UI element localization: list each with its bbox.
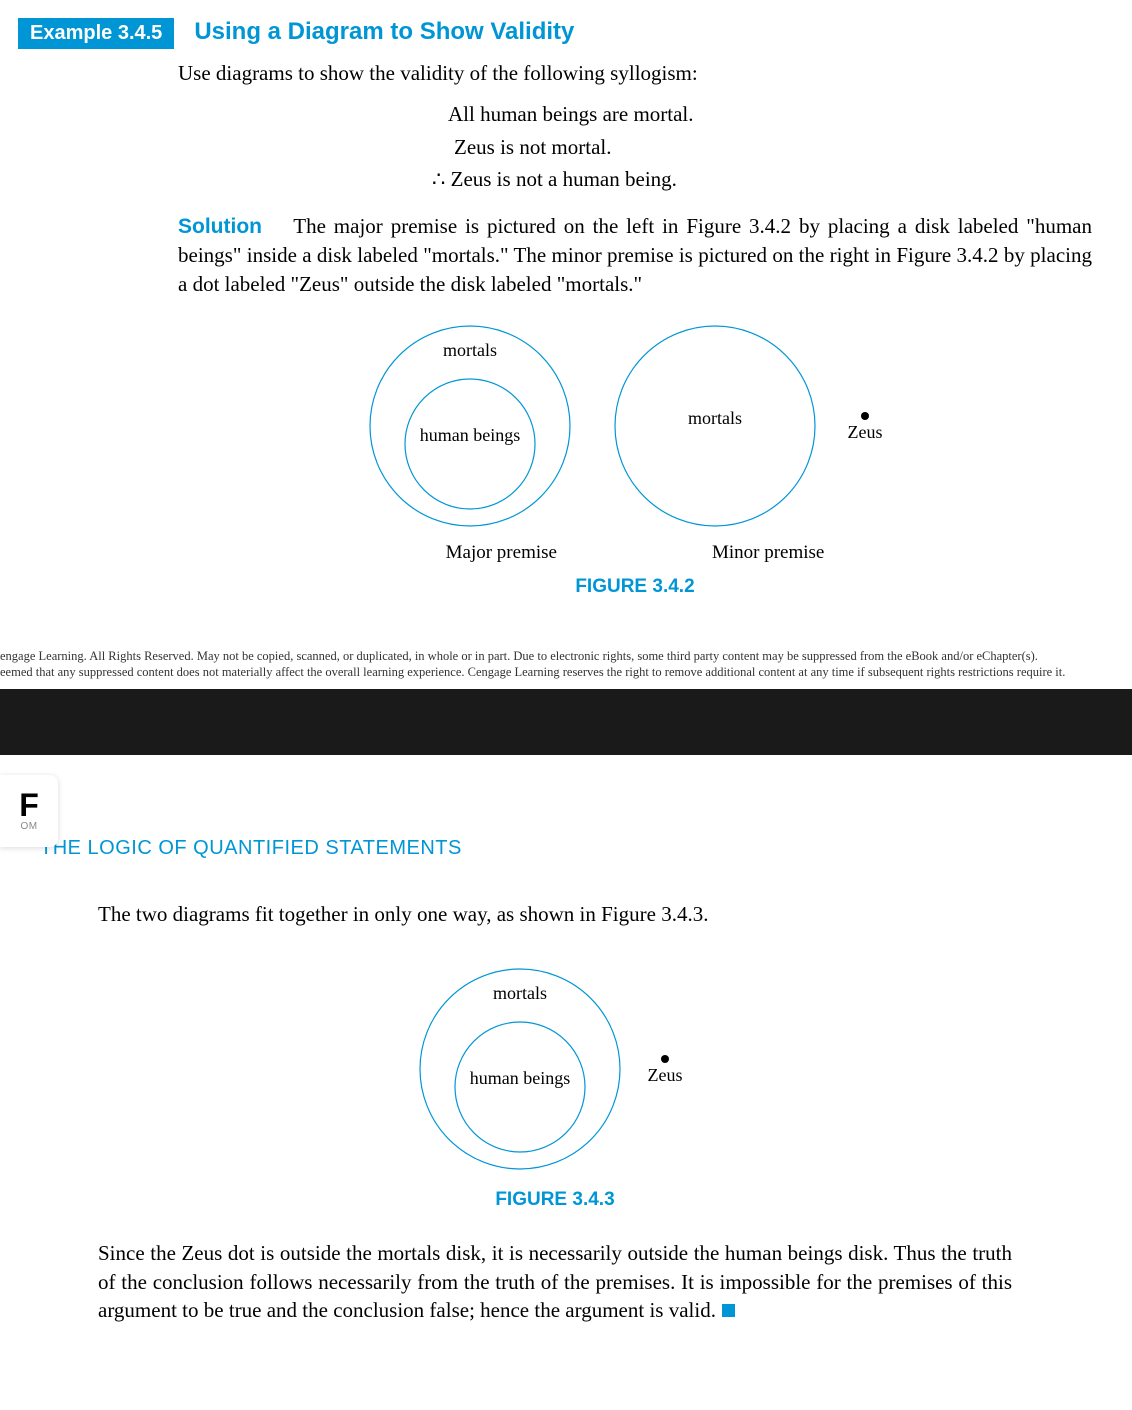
syllogism-line-1: All human beings are mortal. [448,98,1092,131]
page-divider-bar [0,689,1132,755]
pdf-badge: F OM [0,775,58,847]
figure-342-svg: mortals human beings mortals Zeus [355,316,915,536]
figure-342: mortals human beings mortals Zeus Major pre… [178,316,1092,598]
lower-text-2: Since the Zeus dot is outside the mortal… [98,1239,1012,1326]
copyright-block: engage Learning. All Rights Reserved. Ma… [0,608,1132,689]
end-of-proof-icon [722,1304,735,1317]
svg-text:human beings: human beings [470,1068,571,1088]
example-badge: Example 3.4.5 [18,18,174,49]
figure-342-caption: FIGURE 3.4.2 [178,576,1092,598]
solution-body: The major premise is pictured on the lef… [178,214,1092,296]
svg-text:mortals: mortals [688,408,742,428]
copyright-line-1: engage Learning. All Rights Reserved. Ma… [0,648,1122,664]
example-title: Using a Diagram to Show Validity [194,18,574,46]
lower-text-1: The two diagrams fit together in only on… [98,900,1012,929]
intro-text: Use diagrams to show the validity of the… [178,59,1092,88]
copyright-line-2: eemed that any suppressed content does n… [0,664,1122,680]
figure-343-svg: mortals human beings Zeus [390,959,720,1179]
svg-text:Zeus: Zeus [648,1065,683,1085]
pdf-badge-small: OM [20,821,37,832]
figure-343: mortals human beings Zeus FIGURE 3.4.3 [98,959,1012,1211]
solution-label: Solution [178,215,262,238]
section-title: THE LOGIC OF QUANTIFIED STATEMENTS [40,837,1132,860]
svg-text:mortals: mortals [493,983,547,1003]
syllogism: All human beings are mortal. Zeus is not… [448,98,1092,196]
syllogism-line-3: ∴ Zeus is not a human being. [432,163,1092,196]
figure-343-caption: FIGURE 3.4.3 [98,1189,1012,1211]
syllogism-line-2: Zeus is not mortal. [448,131,1092,164]
section-header-row: F OM THE LOGIC OF QUANTIFIED STATEMENTS [0,755,1132,860]
conclusion-body: Since the Zeus dot is outside the mortal… [98,1241,1012,1323]
svg-text:human beings: human beings [420,425,521,445]
svg-text:mortals: mortals [443,340,497,360]
example-header: Example 3.4.5 Using a Diagram to Show Va… [0,0,1132,59]
major-premise-label: Major premise [446,542,557,564]
svg-text:Zeus: Zeus [848,422,883,442]
minor-premise-label: Minor premise [712,542,824,564]
solution-paragraph: Solution The major premise is pictured o… [178,212,1092,298]
pdf-badge-big: F [19,789,39,821]
